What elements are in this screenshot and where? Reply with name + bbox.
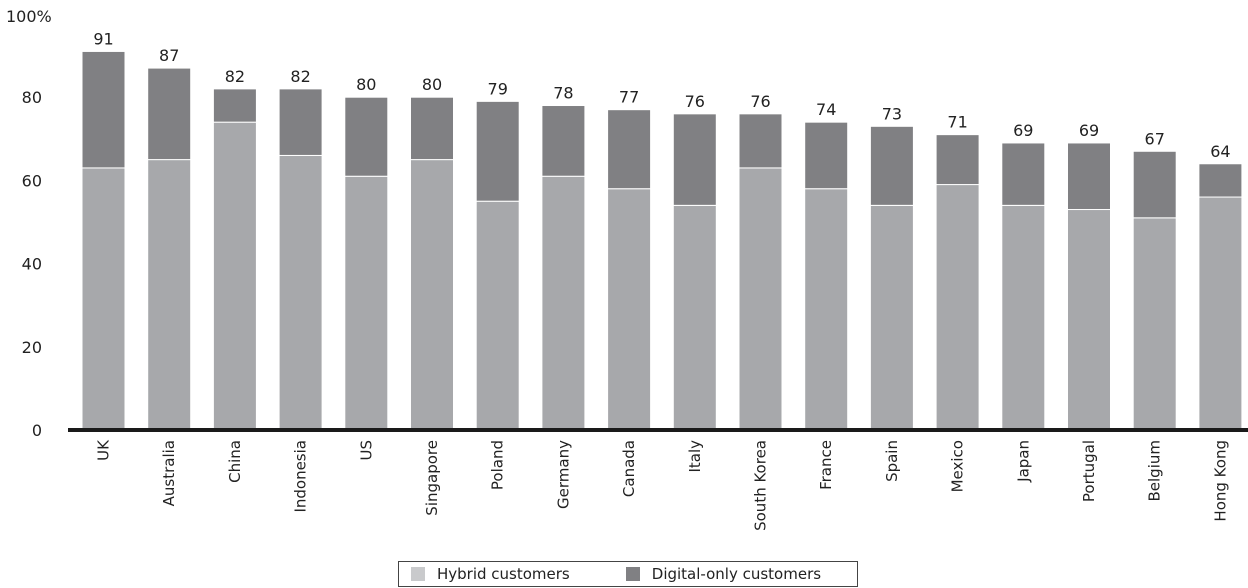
bar-segment-hybrid (344, 175, 389, 431)
bar-segment-hybrid (1067, 209, 1111, 431)
bar-total-label: 91 (93, 29, 113, 48)
bar-segment-hybrid (81, 167, 126, 431)
category-label: China (226, 440, 244, 483)
bar-segment-digital-only (672, 113, 717, 206)
category-label: Belgium (1146, 440, 1164, 502)
bar-segment-hybrid (672, 204, 717, 431)
category-labels: UK Australia China Indonesia US Singapore Pola… (95, 439, 1230, 531)
legend-item-hybrid: Hybrid customers (411, 565, 570, 583)
bar-segment-digital-only (935, 134, 980, 186)
bar-total-label: 78 (553, 84, 573, 103)
bar-segment-digital-only (1067, 142, 1111, 211)
bar-total-label: 76 (685, 92, 705, 111)
bar-total-label: 73 (882, 104, 902, 123)
legend: Hybrid customers Digital-only customers (398, 561, 858, 587)
x-axis-line (68, 428, 1248, 432)
bar-total-label: 87 (159, 46, 179, 65)
bar-total-label: 82 (290, 67, 310, 86)
bar-segment-hybrid (607, 188, 652, 431)
bar-segment-hybrid (1198, 196, 1243, 431)
bar-segment-digital-only (804, 121, 849, 190)
bar-total-label: 82 (225, 67, 245, 86)
stacked-bar-chart: 0 20 40 60 80 100% 91 87 82 82 80 80 79 78 77 76 76 74 73… (6, 7, 1248, 531)
category-label: Portugal (1080, 440, 1098, 502)
category-label: France (817, 440, 835, 490)
legend-item-digital: Digital-only customers (625, 565, 822, 583)
bar-total-label: 71 (947, 113, 967, 132)
bar-segment-digital-only (1132, 150, 1177, 219)
bar-segment-hybrid (869, 204, 914, 431)
bar-segment-digital-only (738, 113, 783, 169)
bar-total-label: 67 (1145, 129, 1165, 148)
bar-segment-digital-only (1001, 142, 1046, 206)
bar-total-label: 74 (816, 100, 836, 119)
category-label: UK (95, 439, 113, 461)
bar-segment-hybrid (738, 167, 783, 431)
bar-segment-digital-only (475, 100, 520, 202)
category-label: US (357, 440, 375, 461)
bar-totals: 91 87 82 82 80 80 79 78 77 76 76 74 73 71 69 69 67 64 (93, 29, 1230, 160)
bar-segment-digital-only (212, 88, 257, 123)
bar-segment-digital-only (344, 96, 389, 177)
category-label: Poland (489, 440, 507, 490)
category-label: Indonesia (292, 440, 310, 513)
y-tick-label: 40 (22, 255, 42, 274)
category-label: Germany (554, 440, 572, 509)
legend-swatch-hybrid (411, 567, 425, 581)
bar-total-label: 76 (750, 92, 770, 111)
legend-swatch-digital (625, 567, 640, 581)
bar-total-label: 80 (356, 75, 376, 94)
bar-segment-digital-only (410, 96, 454, 161)
category-label: South Korea (752, 440, 770, 531)
bar-segment-hybrid (410, 159, 454, 431)
y-tick-label: 60 (22, 171, 42, 190)
bar-segment-digital-only (1198, 163, 1243, 198)
y-tick-label: 20 (22, 338, 42, 357)
bar-segment-digital-only (541, 105, 586, 177)
bar-segment-hybrid (475, 200, 520, 431)
category-label: Japan (1014, 440, 1032, 483)
bars (81, 50, 1243, 431)
bar-total-label: 69 (1079, 121, 1099, 140)
y-axis: 0 20 40 60 80 100% (6, 7, 52, 440)
bar-segment-digital-only (81, 50, 126, 169)
bar-segment-digital-only (278, 88, 323, 156)
bar-total-label: 77 (619, 88, 639, 107)
category-label: Hong Kong (1211, 440, 1229, 522)
category-label: Singapore (423, 440, 441, 516)
bar-segment-hybrid (212, 121, 257, 431)
category-label: Mexico (949, 440, 967, 492)
y-tick-label: 0 (32, 421, 42, 440)
bar-segment-digital-only (147, 67, 192, 161)
bar-segment-hybrid (935, 184, 980, 431)
y-tick-label: 80 (22, 88, 42, 107)
bar-segment-hybrid (804, 188, 849, 431)
y-top-label: 100% (6, 7, 52, 26)
bar-segment-digital-only (869, 125, 914, 206)
legend-label-hybrid: Hybrid customers (437, 565, 570, 583)
bar-total-label: 79 (488, 79, 508, 98)
bar-segment-hybrid (1001, 204, 1046, 431)
category-label: Australia (160, 440, 178, 506)
bar-total-label: 69 (1013, 121, 1033, 140)
bar-segment-hybrid (147, 159, 192, 431)
bar-total-label: 80 (422, 75, 442, 94)
bar-segment-hybrid (541, 175, 586, 431)
bar-segment-hybrid (278, 154, 323, 431)
legend-label-digital: Digital-only customers (651, 565, 822, 583)
category-label: Canada (620, 440, 638, 497)
category-label: Spain (883, 440, 901, 482)
bar-segment-digital-only (607, 109, 652, 190)
bar-total-label: 64 (1210, 142, 1230, 161)
category-label: Italy (686, 440, 704, 473)
bar-segment-hybrid (1132, 217, 1177, 431)
